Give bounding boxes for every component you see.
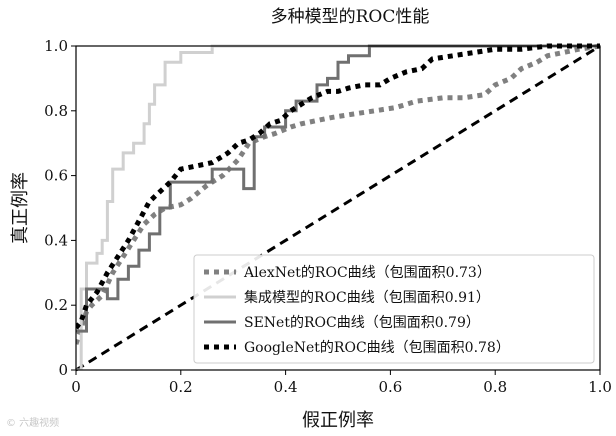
y-tick-label: 0.4 bbox=[44, 231, 68, 249]
legend-entry-2: SENet的ROC曲线（包围面积0.79） bbox=[244, 315, 480, 331]
x-tick-label: 0.2 bbox=[169, 378, 193, 396]
watermark: © 六趣视频 bbox=[6, 418, 60, 429]
y-tick-label: 0 bbox=[58, 361, 68, 379]
y-tick-label: 0.8 bbox=[44, 102, 68, 120]
y-tick-label: 1.0 bbox=[44, 37, 68, 55]
x-tick-label: 0.6 bbox=[378, 378, 402, 396]
y-tick-label: 0.6 bbox=[44, 167, 68, 185]
plot-area bbox=[75, 43, 601, 372]
plot-frame bbox=[75, 45, 601, 371]
y-axis-label: 真正例率 bbox=[10, 172, 31, 244]
x-tick-label: 1.0 bbox=[588, 378, 612, 396]
legend-entry-1: 集成模型的ROC曲线（包围面积0.91） bbox=[244, 289, 490, 306]
y-tick-label: 0.2 bbox=[44, 296, 68, 314]
series-line-0 bbox=[76, 43, 600, 345]
x-axis-label: 假正例率 bbox=[302, 410, 374, 431]
x-tick-label: 0.8 bbox=[483, 378, 507, 396]
chance-diagonal-line bbox=[75, 44, 601, 372]
series-line-2 bbox=[76, 44, 600, 333]
legend: AlexNet的ROC曲线（包围面积0.73） 集成模型的ROC曲线（包围面积0.… bbox=[193, 254, 595, 364]
x-tick-label: 0.4 bbox=[274, 378, 298, 396]
axis-ticks: 0 0.2 0.4 0.6 0.8 1.0 0 0.2 0.4 0.6 0.8 1.0 bbox=[44, 37, 612, 396]
chart-title: 多种模型的ROC性能 bbox=[271, 7, 430, 27]
x-tick-label: 0 bbox=[71, 378, 81, 396]
series-line-3 bbox=[76, 43, 600, 330]
legend-entry-3: GoogleNet的ROC曲线（包围面积0.78） bbox=[244, 340, 510, 356]
legend-box bbox=[193, 254, 595, 364]
series-line-1 bbox=[76, 44, 600, 370]
legend-entry-0: AlexNet的ROC曲线（包围面积0.73） bbox=[243, 265, 491, 281]
